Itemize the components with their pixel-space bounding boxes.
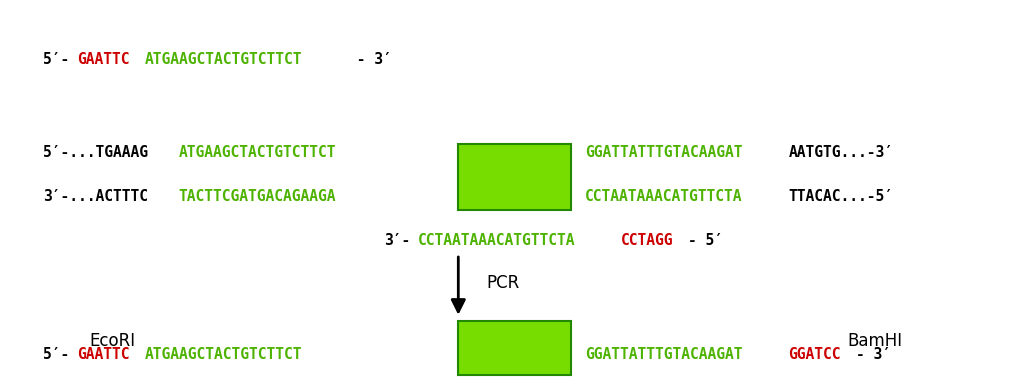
Text: GAATTC: GAATTC	[77, 52, 129, 67]
Text: ATGAAGCTACTGTCTTCT: ATGAAGCTACTGTCTTCT	[144, 347, 302, 362]
Text: 3′-...ACTTTC: 3′-...ACTTTC	[43, 189, 148, 204]
Text: BamHI: BamHI	[847, 332, 902, 350]
Text: - 3′: - 3′	[856, 347, 891, 362]
Text: TACTTCGATGACAGAAGA: TACTTCGATGACAGAAGA	[178, 189, 336, 204]
Bar	[458, 321, 571, 375]
Text: CCTAGG: CCTAGG	[621, 233, 673, 248]
Text: PCR: PCR	[486, 274, 520, 292]
Text: 5′-: 5′-	[43, 347, 70, 362]
Text: 3′-: 3′-	[384, 233, 410, 248]
Text: CCTAATAAACATGTTCTA: CCTAATAAACATGTTCTA	[585, 189, 743, 204]
Text: TTACAC...-5′: TTACAC...-5′	[789, 189, 893, 204]
Text: - 3′: - 3′	[348, 52, 392, 67]
Text: GGATTATTTGTACAAGAT: GGATTATTTGTACAAGAT	[585, 145, 743, 159]
Text: - 5′: - 5′	[688, 233, 723, 248]
Text: EcoRI: EcoRI	[89, 332, 136, 350]
Text: GGATCC: GGATCC	[789, 347, 841, 362]
Bar	[458, 144, 571, 210]
Text: 5′-...TGAAAG: 5′-...TGAAAG	[43, 145, 148, 159]
Text: 5′-: 5′-	[43, 52, 70, 67]
Text: CCTAATAAACATGTTCTA: CCTAATAAACATGTTCTA	[417, 233, 575, 248]
Text: GGATTATTTGTACAAGAT: GGATTATTTGTACAAGAT	[585, 347, 743, 362]
Text: ATGAAGCTACTGTCTTCT: ATGAAGCTACTGTCTTCT	[144, 52, 302, 67]
Text: AATGTG...-3′: AATGTG...-3′	[789, 145, 893, 159]
Text: GAATTC: GAATTC	[77, 347, 129, 362]
Text: ATGAAGCTACTGTCTTCT: ATGAAGCTACTGTCTTCT	[178, 145, 336, 159]
